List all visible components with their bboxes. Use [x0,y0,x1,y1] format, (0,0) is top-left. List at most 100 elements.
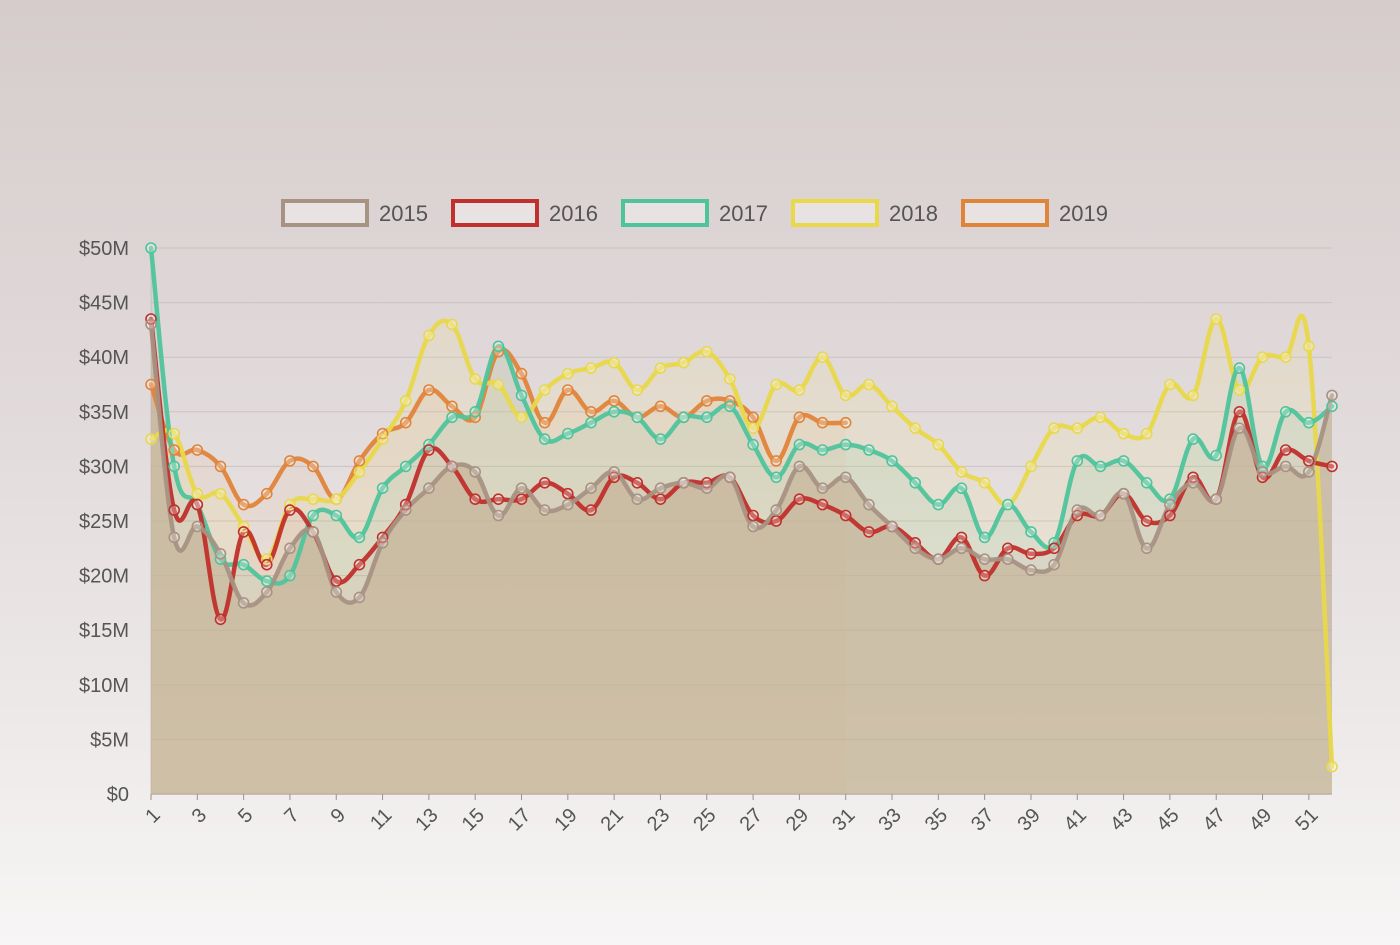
y-tick-label: $45M [79,293,129,315]
legend[interactable]: 2015 2016 2017 2018 2019 [281,199,1108,227]
point-2016 [561,487,574,500]
point-2019 [214,460,227,473]
y-tick-label: $15M [79,620,129,642]
x-tick-label: 19 [550,804,581,835]
x-tick-label: 1 [141,804,164,827]
legend-swatch-2015 [281,199,369,227]
point-2015 [700,482,713,495]
point-2015 [978,553,991,566]
point-2018 [816,351,829,364]
point-2017 [816,444,829,456]
point-2019 [399,416,412,429]
point-2016 [585,504,597,516]
legend-label-2016: 2016 [549,201,598,226]
x-tick-label: 9 [327,804,350,827]
point-2016 [1140,515,1153,527]
point-2016 [353,558,366,571]
point-2018 [863,378,875,391]
x-tick-label: 3 [188,804,211,827]
x-tick-label: 5 [234,804,257,827]
point-2018 [839,389,852,402]
point-2019 [538,416,551,429]
point-2018 [1140,427,1153,440]
legend-label-2018: 2018 [889,201,938,226]
legend-item-2018[interactable]: 2018 [791,199,938,227]
legend-item-2019[interactable]: 2019 [961,199,1108,227]
point-2016 [631,476,644,489]
point-2019 [839,416,852,429]
legend-item-2016[interactable]: 2016 [451,199,598,227]
legend-swatch-2017 [621,199,709,227]
point-2018 [1025,460,1037,473]
point-2019 [191,444,204,456]
legend-label-2017: 2017 [719,201,768,226]
legend-swatch-2018 [791,199,879,227]
point-2018 [608,356,620,369]
point-2016 [793,493,806,506]
point-2018 [538,384,551,396]
area-2015 [151,324,1332,794]
y-tick-label: $0 [107,784,129,806]
point-2018 [469,373,482,385]
point-2015 [677,476,690,489]
point-2018 [770,378,783,391]
x-tick-label: 29 [782,804,813,835]
point-2019 [446,400,458,413]
point-2015 [1210,493,1222,506]
point-2015 [1140,542,1153,555]
x-tick-label: 15 [458,804,489,835]
point-2019 [260,487,273,500]
point-2015 [168,531,180,544]
point-2019 [770,455,783,467]
point-2015 [214,547,227,560]
point-2017 [770,471,783,484]
point-2015 [724,471,736,484]
point-2015 [492,509,505,522]
point-2017 [1210,449,1222,462]
legend-label-2015: 2015 [379,201,428,226]
point-2015 [191,520,204,533]
point-2017 [608,405,620,418]
point-2015 [1326,389,1338,402]
point-2016 [1326,460,1338,473]
point-2016 [839,509,852,522]
point-2015 [631,493,644,506]
point-2015 [376,536,389,549]
point-2017 [1233,362,1246,374]
y-tick-label: $30M [79,456,129,478]
point-2015 [561,498,574,511]
x-tick-label: 31 [828,804,859,835]
point-2018 [1187,389,1199,402]
x-tick-label: 47 [1199,804,1230,835]
legend-item-2015[interactable]: 2015 [281,199,428,227]
point-2015 [515,482,528,495]
point-2018 [1071,422,1084,435]
point-2017 [330,509,343,522]
point-2015 [747,520,759,533]
point-2017 [909,476,922,489]
point-2018 [1210,313,1222,325]
x-tick-label: 17 [504,804,535,835]
series-areas [151,248,1332,794]
point-2019 [585,405,597,418]
x-tick-label: 49 [1245,804,1276,835]
point-2018 [677,356,690,369]
point-2018 [492,378,505,391]
x-tick-label: 25 [689,804,720,835]
point-2019 [353,455,366,467]
point-2016 [469,493,482,506]
point-2017 [1071,455,1084,467]
point-2016 [747,509,759,522]
point-2015 [145,318,157,331]
point-2019 [168,444,180,456]
series-points [145,242,1338,773]
x-tick-label: 51 [1291,804,1322,835]
point-2017 [700,411,713,424]
point-2019 [816,416,829,429]
point-2019 [423,384,435,396]
point-2015 [770,504,783,516]
point-2018 [1048,422,1060,435]
point-2018 [307,493,319,506]
legend-item-2017[interactable]: 2017 [621,199,768,227]
